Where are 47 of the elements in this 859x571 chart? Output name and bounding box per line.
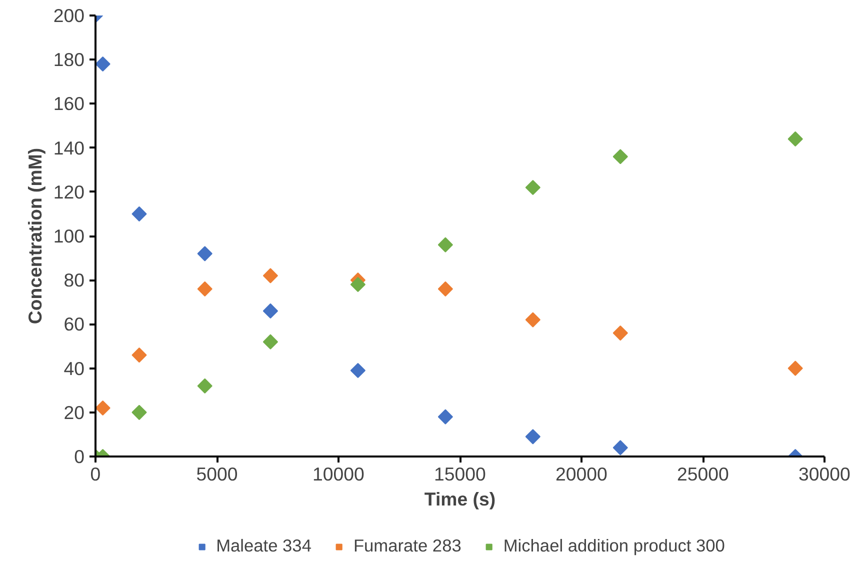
y-tick-label: 0 [74, 446, 85, 467]
point [132, 404, 147, 420]
point [438, 281, 453, 296]
point [525, 429, 540, 444]
y-tick-label: 80 [64, 270, 85, 291]
y-tick-label: 20 [64, 402, 85, 423]
x-tick-label: 0 [90, 464, 101, 484]
y-tick-label: 60 [64, 314, 85, 335]
point [262, 268, 278, 284]
point [132, 206, 147, 222]
y-tick-label: 200 [53, 5, 85, 26]
x-tick-label: 30000 [798, 464, 850, 484]
x-tick-label: 5000 [196, 464, 238, 484]
point [350, 276, 366, 292]
point [197, 281, 212, 296]
point [262, 303, 278, 319]
point [262, 334, 278, 350]
legend-label: Michael addition product 300 [503, 536, 725, 556]
point [96, 56, 110, 72]
point [350, 362, 366, 378]
legend-label: Maleate 334 [216, 536, 312, 556]
point [96, 400, 110, 416]
point [197, 378, 212, 394]
y-tick-label: 40 [64, 358, 85, 379]
point [525, 312, 540, 328]
point [132, 348, 147, 363]
x-tick-label: 15000 [434, 464, 486, 484]
legend-label: Fumarate 283 [353, 536, 462, 556]
y-tick-label: 140 [53, 137, 85, 158]
point [612, 325, 628, 341]
point [197, 246, 212, 262]
point [612, 149, 628, 164]
point [438, 409, 453, 424]
point [525, 180, 540, 196]
point [788, 360, 803, 376]
y-tick-label: 120 [53, 181, 85, 202]
y-tick-label: 160 [53, 93, 85, 114]
point [612, 440, 628, 456]
x-tick-label: 25000 [677, 464, 729, 484]
x-axis-title: Time (s) [424, 488, 496, 510]
point [788, 131, 803, 147]
y-tick-label: 180 [53, 49, 85, 70]
y-axis-title: Concentration (mM) [24, 148, 46, 324]
x-tick-label: 10000 [312, 464, 364, 484]
y-tick-label: 100 [53, 226, 85, 246]
x-tick-label: 20000 [556, 464, 608, 484]
point [438, 237, 453, 252]
